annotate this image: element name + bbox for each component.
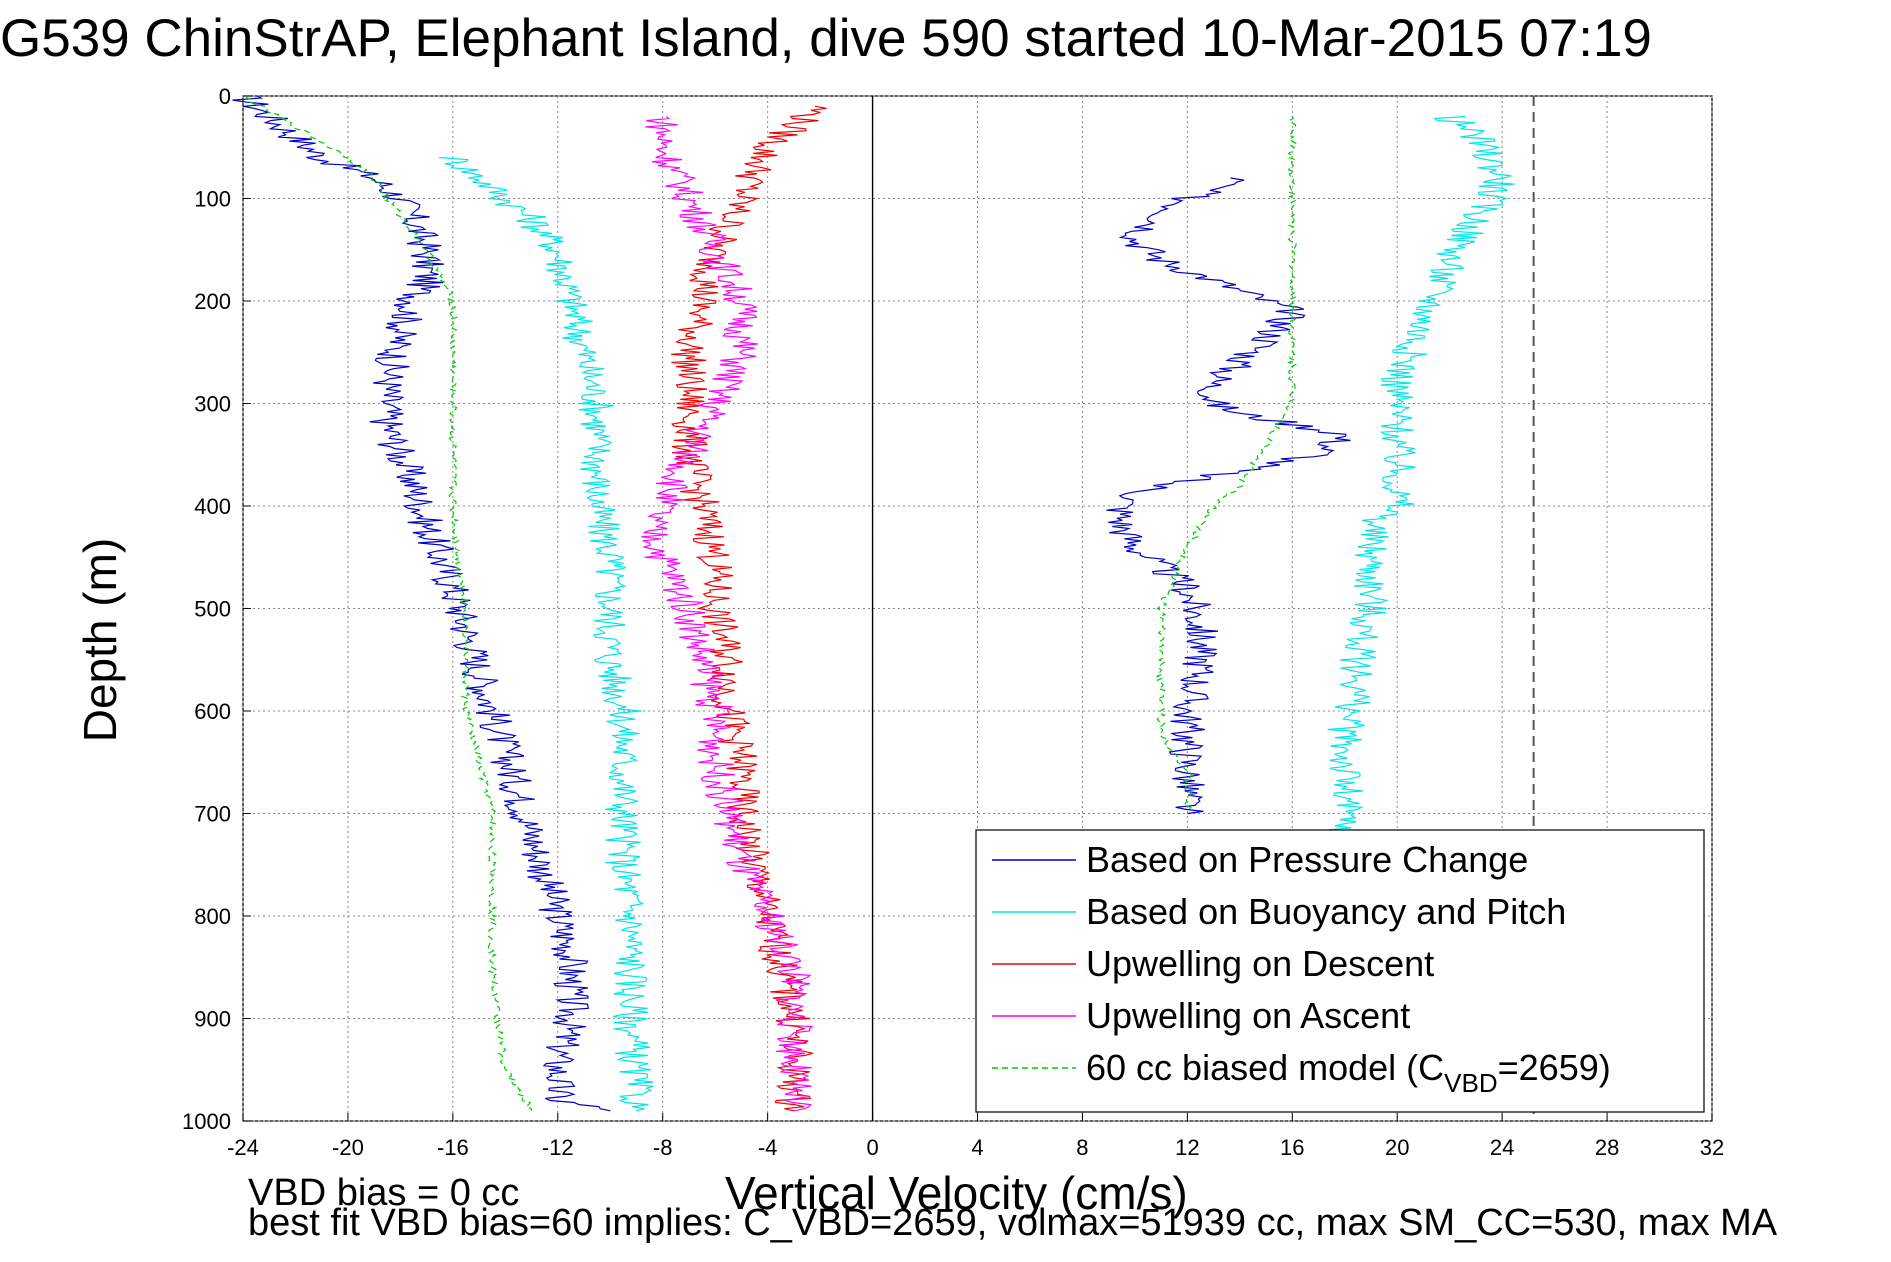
legend-box (975, 829, 1705, 1113)
series-line (439, 156, 654, 1112)
legend-label: Upwelling on Descent (1086, 943, 1434, 984)
x-tick-label: -8 (653, 1135, 673, 1160)
y-tick-label: 900 (194, 1007, 231, 1032)
x-tick-label: 8 (1076, 1135, 1088, 1160)
x-tick-label: 4 (971, 1135, 983, 1160)
y-tick-label: 700 (194, 802, 231, 827)
x-tick-label: -4 (758, 1135, 778, 1160)
x-tick-label: -20 (332, 1135, 364, 1160)
chart-title: G539 ChinStrAP, Elephant Island, dive 59… (0, 9, 1652, 68)
y-tick-label: 500 (194, 597, 231, 622)
legend-label: Upwelling on Ascent (1086, 995, 1410, 1036)
legend-label: Based on Buoyancy and Pitch (1086, 891, 1566, 932)
series-line-descent (1106, 177, 1351, 815)
x-tick-label: -24 (227, 1135, 259, 1160)
x-tick-label: 16 (1280, 1135, 1304, 1160)
best-fit-note: best fit VBD bias=60 implies: C_VBD=2659… (248, 1202, 1778, 1244)
y-tick-label: 400 (194, 494, 231, 519)
series-line-descent (1327, 115, 1515, 835)
y-tick-label: 600 (194, 699, 231, 724)
y-tick-label: 1000 (182, 1109, 231, 1134)
x-tick-label: -16 (437, 1135, 469, 1160)
series-line (232, 95, 611, 1112)
series-line (641, 116, 814, 1112)
y-tick-label: 300 (194, 392, 231, 417)
legend-label: Based on Pressure Change (1086, 839, 1528, 880)
x-tick-label: 12 (1175, 1135, 1199, 1160)
x-tick-label: 20 (1385, 1135, 1409, 1160)
y-tick-label: 100 (194, 187, 231, 212)
x-tick-label: 0 (866, 1135, 878, 1160)
series-line (245, 95, 533, 1111)
x-tick-label: 32 (1700, 1135, 1724, 1160)
vbd-bias-note: VBD bias = 0 cc (248, 1172, 520, 1214)
x-tick-label: 24 (1490, 1135, 1514, 1160)
y-tick-label: 0 (219, 84, 231, 109)
x-tick-label: 28 (1595, 1135, 1619, 1160)
x-axis-label: Vertical Velocity (cm/s) (725, 1167, 1188, 1219)
y-tick-label: 200 (194, 289, 231, 314)
y-tick-label: 800 (194, 904, 231, 929)
x-tick-label: -12 (542, 1135, 574, 1160)
series-line-descent (1155, 116, 1298, 814)
